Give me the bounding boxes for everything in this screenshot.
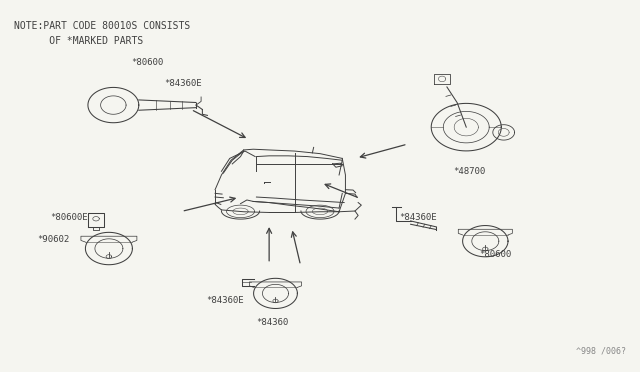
Text: *48700: *48700 <box>454 167 486 176</box>
Text: *84360E: *84360E <box>206 295 243 305</box>
Text: *84360E: *84360E <box>164 78 202 87</box>
Text: *80600: *80600 <box>479 250 511 259</box>
Text: ^998 /006?: ^998 /006? <box>577 347 627 356</box>
Text: *90602: *90602 <box>37 235 69 244</box>
Text: *80600E: *80600E <box>50 213 88 222</box>
Text: NOTE:PART CODE 80010S CONSISTS: NOTE:PART CODE 80010S CONSISTS <box>13 21 190 31</box>
Text: OF *MARKED PARTS: OF *MARKED PARTS <box>13 36 143 46</box>
Text: *80600: *80600 <box>131 58 163 67</box>
Text: *84360E: *84360E <box>399 213 437 222</box>
Text: *84360: *84360 <box>256 318 289 327</box>
